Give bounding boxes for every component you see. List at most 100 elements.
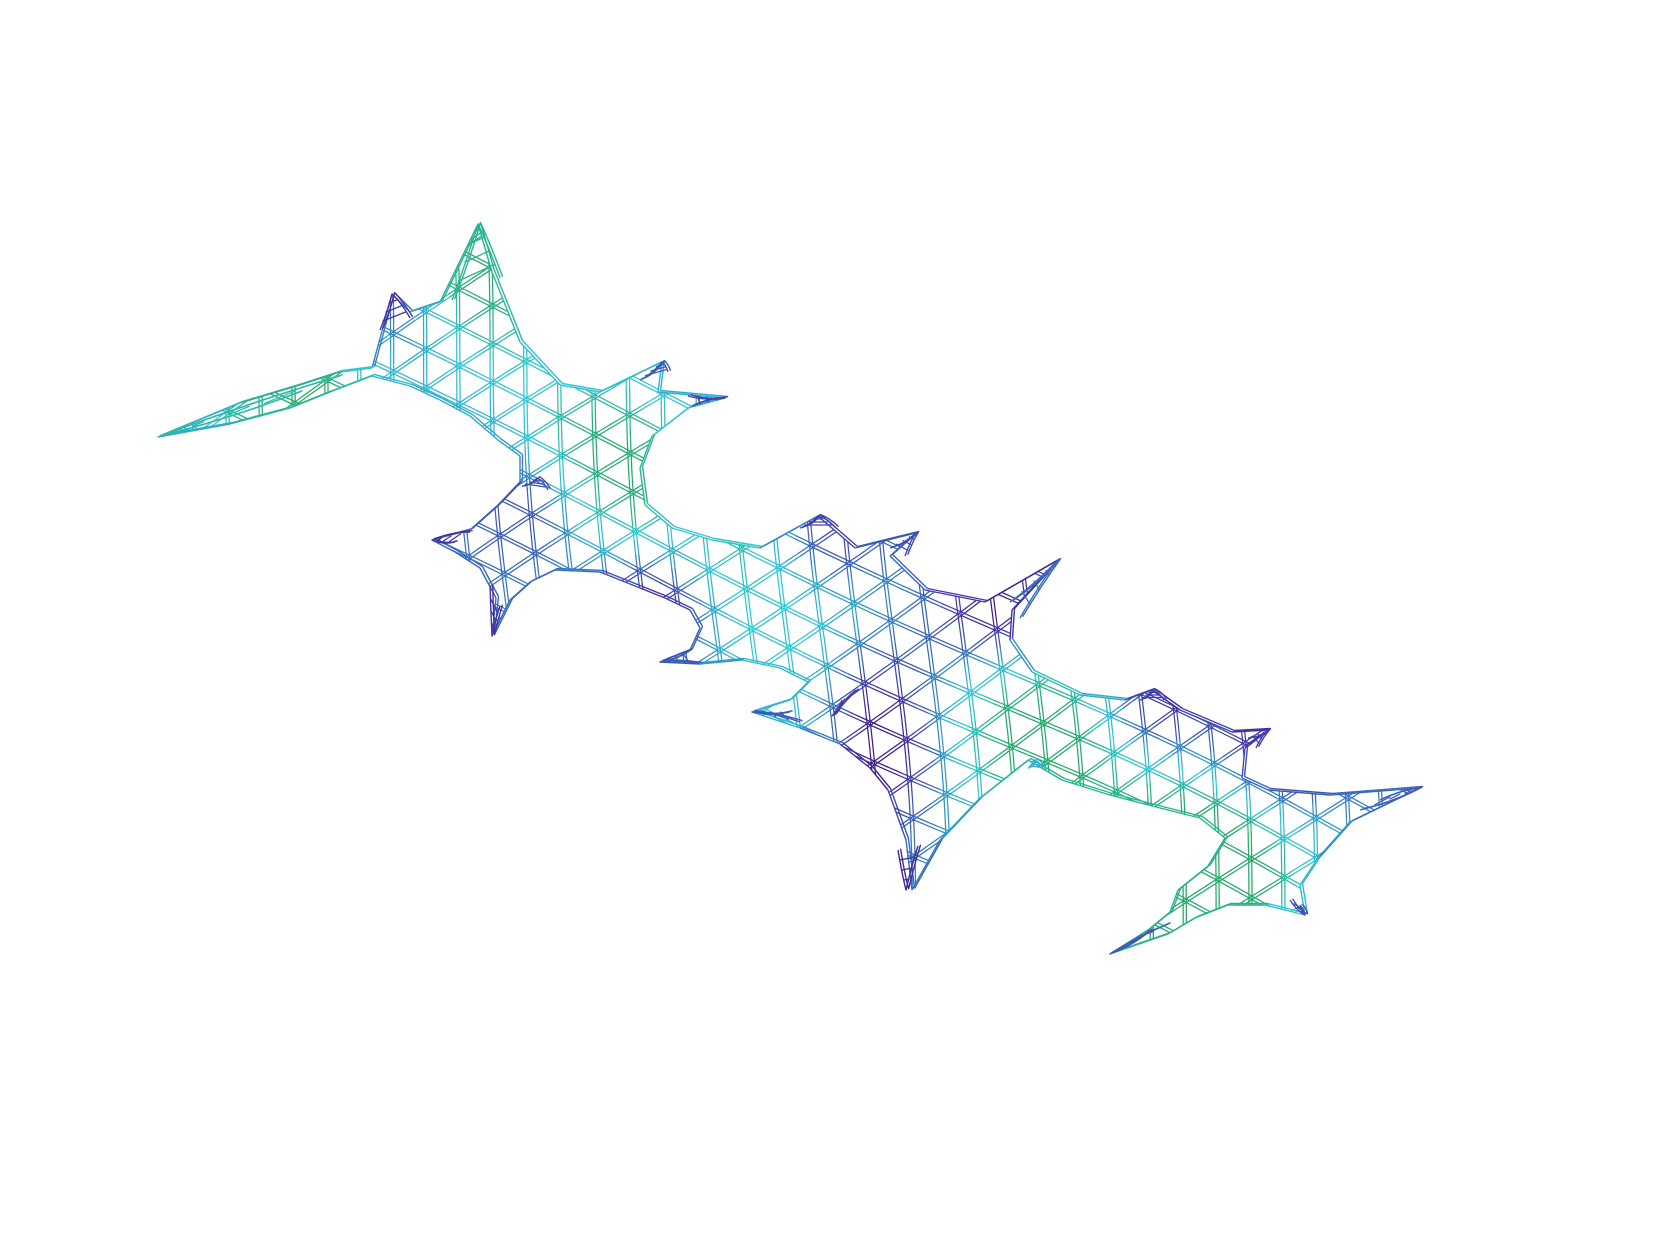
lattice-member: [1183, 414, 1197, 423]
lattice-member: [471, 507, 485, 517]
lattice-member: [1089, 677, 1103, 688]
lattice-member: [1383, 519, 1396, 529]
lattice-member: [1157, 543, 1171, 553]
lattice-member: [1072, 609, 1085, 619]
lattice-member: [170, 817, 184, 827]
lattice-member: [201, 625, 214, 636]
lattice-member: [1410, 424, 1420, 432]
lattice-member: [721, 934, 736, 944]
lattice-member: [353, 552, 366, 563]
lattice-member: [606, 224, 620, 234]
lattice-member: [1231, 580, 1244, 589]
lattice-member: [197, 757, 211, 768]
lattice-member: [1206, 312, 1220, 321]
lattice-member: [1354, 355, 1368, 364]
lattice-member: [1401, 268, 1416, 277]
lattice-member: [1270, 633, 1283, 643]
lattice-member: [261, 496, 274, 507]
lattice-member: [1269, 469, 1282, 478]
lattice-member: [583, 596, 597, 606]
lattice-member: [1085, 557, 1098, 567]
lattice-member: [345, 281, 359, 292]
lattice-member: [229, 203, 240, 211]
lattice-member: [369, 455, 383, 466]
lattice-member: [1293, 206, 1305, 213]
lattice-member: [1171, 411, 1185, 421]
lattice-member: [257, 301, 271, 311]
lattice-member: [1125, 612, 1138, 623]
lattice-member: [133, 432, 145, 440]
lattice-member: [1293, 324, 1307, 333]
lattice-member: [326, 491, 339, 502]
lattice-member: [402, 240, 416, 251]
lattice-member: [953, 612, 966, 622]
lattice-member: [1383, 204, 1394, 211]
lattice-member: [658, 679, 671, 688]
lattice-member: [1440, 401, 1452, 407]
lattice-member: [1349, 418, 1364, 428]
lattice-member: [1363, 413, 1377, 423]
lattice-member: [1162, 366, 1176, 375]
lattice-member: [1051, 869, 1065, 879]
lattice-member: [1269, 957, 1281, 964]
lattice-member: [636, 404, 650, 414]
lattice-member: [644, 519, 658, 529]
lattice-member: [598, 923, 612, 932]
lattice-member: [1307, 528, 1321, 538]
lattice-member: [1309, 404, 1323, 413]
lattice-member: [161, 780, 175, 790]
lattice-member: [1039, 633, 1053, 644]
lattice-member: [310, 540, 323, 551]
lattice-member: [1327, 760, 1340, 770]
lattice-member: [1306, 207, 1317, 214]
lattice-member: [620, 298, 634, 307]
lattice-member: [941, 572, 955, 583]
lattice-member: [139, 797, 151, 805]
lattice-member: [854, 224, 869, 226]
lattice-member: [246, 801, 259, 812]
lattice-member: [671, 798, 686, 808]
lattice-member: [638, 604, 652, 614]
lattice-member: [637, 649, 650, 658]
lattice-member: [1142, 680, 1155, 691]
lattice-member: [1300, 368, 1315, 377]
lattice-member: [1054, 745, 1067, 756]
lattice-member: [881, 828, 896, 839]
lattice-member: [212, 617, 225, 628]
lattice-member: [542, 306, 556, 316]
lattice-member: [1389, 319, 1403, 329]
lattice-member: [386, 527, 399, 538]
lattice-member: [371, 458, 385, 468]
lattice-member: [158, 375, 164, 386]
lattice-member: [434, 781, 448, 791]
lattice-member: [390, 815, 404, 826]
lattice-member: [1128, 344, 1142, 352]
lattice-member: [941, 291, 956, 299]
lattice-member: [1233, 215, 1244, 222]
lattice-member: [1446, 560, 1457, 568]
lattice-member: [553, 872, 567, 882]
lattice-member: [1015, 233, 1029, 244]
lattice-member: [919, 884, 934, 895]
lattice-member: [1436, 858, 1448, 866]
lattice-member: [1228, 620, 1241, 629]
lattice-member: [987, 224, 1001, 227]
lattice-member: [987, 297, 1001, 308]
lattice-member: [214, 781, 228, 791]
lattice-member: [470, 760, 483, 770]
lattice-member: [1392, 924, 1406, 934]
lattice-member: [425, 581, 438, 591]
lattice-member: [719, 769, 733, 779]
lattice-member: [259, 747, 273, 757]
lattice-member: [1370, 370, 1384, 380]
lattice-member: [378, 493, 391, 503]
lattice-member: [906, 309, 921, 319]
lattice-member: [518, 596, 531, 606]
lattice-member: [474, 959, 486, 967]
lattice-member: [1434, 775, 1446, 783]
lattice-member: [1039, 382, 1053, 392]
lattice-member: [815, 836, 830, 846]
lattice-member: [992, 250, 1006, 260]
lattice-member: [163, 782, 177, 793]
lattice-member: [1251, 608, 1264, 617]
